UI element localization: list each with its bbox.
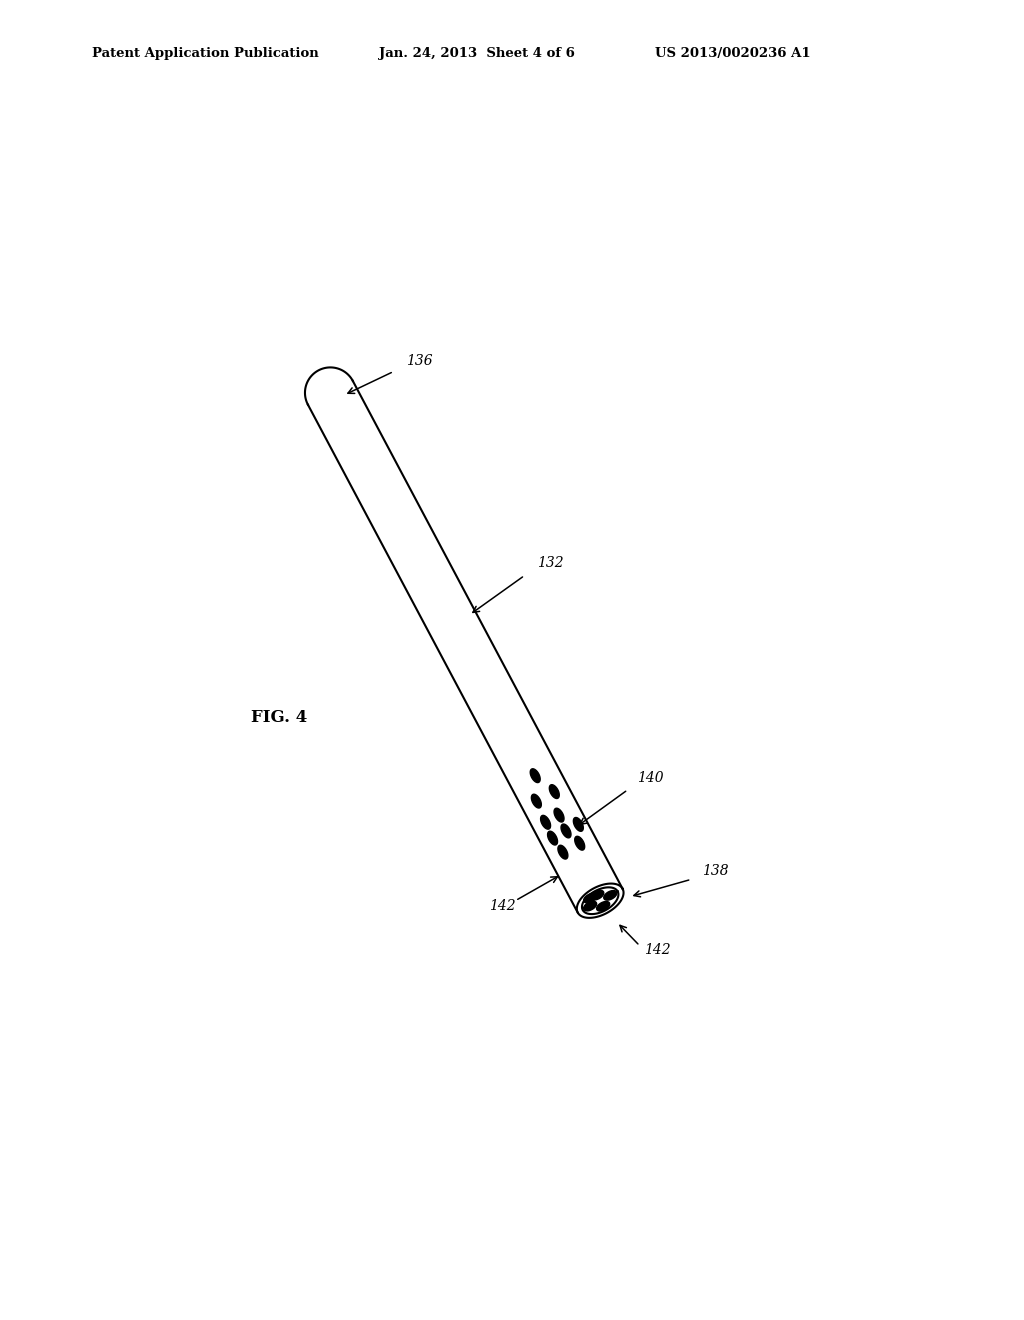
Polygon shape <box>531 795 542 808</box>
Polygon shape <box>573 817 584 832</box>
Polygon shape <box>549 784 559 799</box>
Text: 136: 136 <box>406 354 432 368</box>
Polygon shape <box>561 824 571 838</box>
Text: Jan. 24, 2013  Sheet 4 of 6: Jan. 24, 2013 Sheet 4 of 6 <box>379 46 574 59</box>
Text: 142: 142 <box>644 942 671 957</box>
Polygon shape <box>541 816 551 829</box>
Polygon shape <box>558 845 568 859</box>
Text: 138: 138 <box>701 863 728 878</box>
Text: US 2013/0020236 A1: US 2013/0020236 A1 <box>655 46 811 59</box>
Polygon shape <box>574 837 585 850</box>
Polygon shape <box>530 768 541 783</box>
Polygon shape <box>584 894 597 903</box>
Polygon shape <box>597 902 609 911</box>
Text: 142: 142 <box>489 899 516 913</box>
Text: FIG. 4: FIG. 4 <box>251 709 307 726</box>
Text: Patent Application Publication: Patent Application Publication <box>92 46 318 59</box>
Polygon shape <box>554 808 564 822</box>
Polygon shape <box>584 902 597 911</box>
Polygon shape <box>604 891 616 900</box>
Text: 140: 140 <box>638 771 665 785</box>
Text: 132: 132 <box>537 557 563 570</box>
Polygon shape <box>591 891 604 900</box>
Polygon shape <box>548 832 557 845</box>
